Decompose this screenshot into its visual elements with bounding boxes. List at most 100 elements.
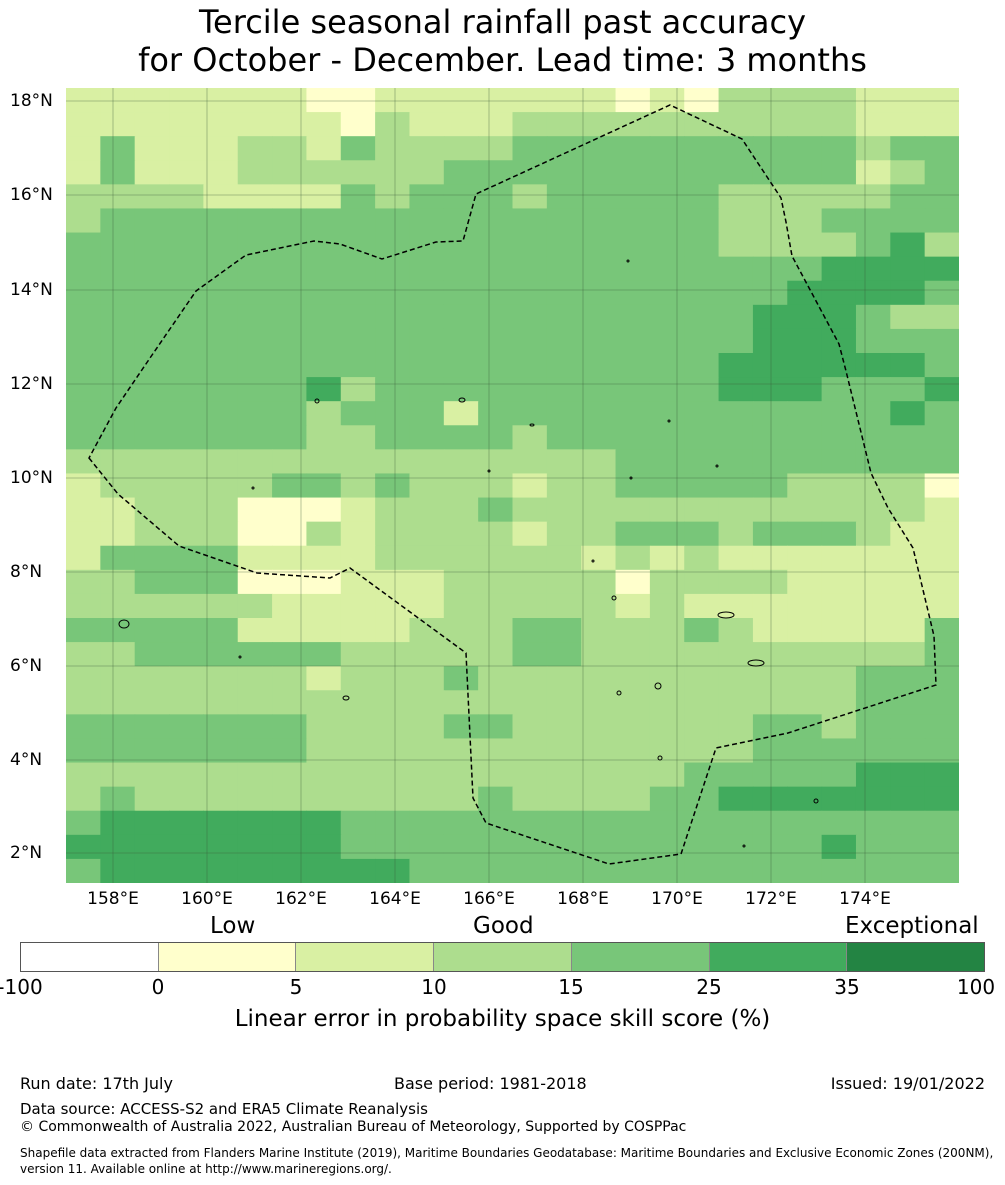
skill-cell — [718, 449, 754, 475]
skill-cell — [478, 545, 514, 571]
skill-cell — [272, 666, 308, 691]
skill-cell — [787, 545, 823, 571]
skill-cell — [272, 690, 308, 715]
skill-cell — [375, 593, 411, 619]
skill-cell — [684, 280, 720, 306]
colorbar-tick: 100 — [956, 975, 996, 999]
skill-cell — [237, 280, 273, 306]
skill-cell — [684, 328, 720, 354]
skill-cell — [787, 569, 823, 595]
skill-cell — [203, 328, 239, 354]
skill-cell — [306, 858, 342, 883]
skill-cell — [615, 473, 651, 499]
skill-cell — [134, 208, 170, 234]
skill-cell — [272, 328, 308, 354]
skill-cell — [134, 714, 170, 740]
skill-cell — [409, 208, 445, 234]
skill-cell — [924, 762, 959, 788]
skill-cell — [203, 232, 239, 258]
skill-cell — [306, 497, 342, 523]
skill-cell — [615, 618, 651, 643]
skill-cell — [134, 184, 170, 210]
skill-cell — [134, 328, 170, 354]
skill-cell — [821, 810, 857, 836]
skill-cell — [684, 569, 720, 595]
skill-cell — [855, 136, 891, 161]
skill-cell — [134, 401, 170, 426]
skill-cell — [306, 642, 342, 667]
skill-cell — [546, 593, 582, 619]
skill-cell — [546, 304, 582, 330]
skill-cell — [237, 449, 273, 475]
skill-cell — [512, 497, 548, 523]
skill-cell — [340, 280, 376, 306]
skill-cell — [66, 112, 101, 137]
skill-cell — [752, 738, 788, 764]
colorbar-tick: 15 — [558, 975, 584, 999]
skill-cell — [443, 256, 479, 282]
skill-cell — [237, 618, 273, 643]
skill-cell — [237, 593, 273, 619]
skill-cell — [684, 593, 720, 619]
skill-cell — [66, 280, 101, 306]
skill-cell — [169, 425, 204, 450]
skill-cell — [615, 569, 651, 595]
skill-cell — [615, 232, 651, 258]
skill-cell — [890, 810, 926, 836]
skill-cell — [924, 738, 959, 764]
skill-cell — [203, 280, 239, 306]
skill-cell — [649, 353, 685, 378]
skill-score-map — [66, 88, 959, 883]
skill-cell — [478, 304, 514, 330]
skill-cell — [821, 184, 857, 210]
skill-cell — [615, 449, 651, 475]
shapefile-credit-line-1: Shapefile data extracted from Flanders M… — [20, 1146, 994, 1160]
skill-cell — [924, 449, 959, 475]
skill-cell — [203, 618, 239, 643]
skill-cell — [890, 88, 926, 113]
skill-cell — [649, 328, 685, 354]
skill-cell — [855, 256, 891, 282]
skill-cell — [237, 762, 273, 788]
skill-cell — [546, 232, 582, 258]
skill-cell — [478, 690, 514, 715]
skill-cell — [169, 569, 204, 595]
skill-cell — [375, 738, 411, 764]
skill-cell — [684, 160, 720, 185]
skill-cell — [546, 184, 582, 210]
skill-cell — [581, 690, 617, 715]
skill-cell — [134, 353, 170, 378]
skill-cell — [409, 473, 445, 499]
skill-cell — [752, 593, 788, 619]
skill-cell — [237, 377, 273, 402]
skill-cell — [306, 280, 342, 306]
skill-cell — [581, 545, 617, 571]
skill-cell — [340, 353, 376, 378]
eez-boundary-line — [88, 104, 937, 865]
skill-cell — [375, 304, 411, 330]
skill-cell — [443, 425, 479, 450]
skill-cell — [375, 473, 411, 499]
skill-cell — [169, 160, 204, 185]
skill-cell — [306, 160, 342, 185]
lat-label-12n: 12°N — [10, 374, 53, 394]
skill-cell — [821, 473, 857, 499]
skill-cell — [443, 762, 479, 788]
skill-cell — [752, 136, 788, 161]
island-outline — [611, 595, 617, 601]
run-date: Run date: 17th July — [20, 1074, 173, 1093]
skill-cell — [272, 858, 308, 883]
skill-cell — [581, 256, 617, 282]
skill-cell — [443, 810, 479, 836]
skill-cell — [752, 377, 788, 402]
skill-cell — [821, 112, 857, 137]
skill-cell — [615, 738, 651, 764]
skill-cell — [649, 232, 685, 258]
skill-cell — [409, 569, 445, 595]
lat-label-18n: 18°N — [10, 91, 53, 111]
skill-cell — [306, 208, 342, 234]
skill-cell — [340, 690, 376, 715]
skill-cell — [237, 136, 273, 161]
skill-cell — [340, 304, 376, 330]
data-source: Data source: ACCESS-S2 and ERA5 Climate … — [20, 1100, 428, 1118]
